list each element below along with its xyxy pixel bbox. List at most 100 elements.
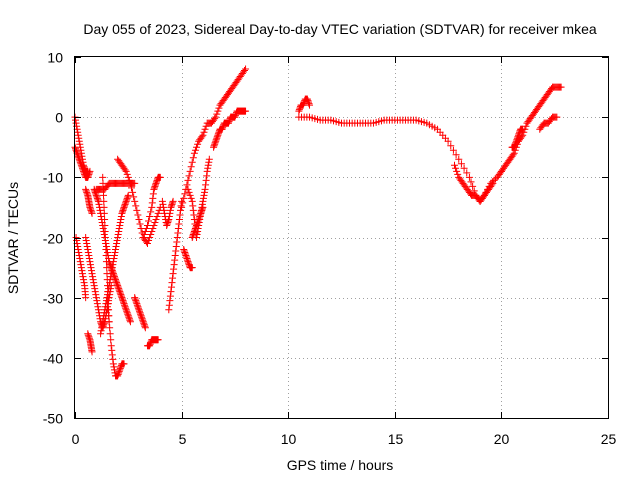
data-point xyxy=(452,151,460,159)
data-point xyxy=(99,322,107,330)
data-point xyxy=(190,229,198,237)
data-point xyxy=(124,193,132,201)
data-point xyxy=(104,252,112,260)
data-point xyxy=(75,137,83,145)
data-point xyxy=(512,137,520,145)
data-point xyxy=(151,218,159,226)
data-point xyxy=(86,258,94,266)
data-point xyxy=(463,169,471,177)
data-point xyxy=(447,142,455,150)
data-point xyxy=(165,301,173,309)
data-point xyxy=(557,83,565,91)
data-point xyxy=(94,306,102,314)
data-point xyxy=(115,286,123,294)
data-point xyxy=(116,366,124,374)
data-point xyxy=(115,369,123,377)
data-point xyxy=(76,140,84,148)
data-point xyxy=(180,194,188,202)
data-point xyxy=(72,145,80,153)
data-point xyxy=(104,288,112,296)
data-point xyxy=(108,351,116,359)
data-point xyxy=(194,140,202,148)
data-point xyxy=(204,161,212,169)
data-point xyxy=(115,227,123,235)
data-point xyxy=(100,191,108,199)
data-point xyxy=(72,234,80,241)
data-point xyxy=(124,173,132,181)
data-point xyxy=(99,315,107,323)
data-point xyxy=(125,313,133,321)
data-point xyxy=(488,178,496,186)
data-point xyxy=(213,133,221,141)
data-point xyxy=(116,221,124,229)
data-point xyxy=(166,209,174,217)
data-point xyxy=(90,282,98,290)
data-point xyxy=(212,137,220,145)
data-point xyxy=(77,264,85,272)
data-point xyxy=(121,202,129,210)
data-point xyxy=(452,164,460,172)
series-arc-q xyxy=(165,197,186,314)
series-arc-x xyxy=(295,113,505,205)
data-point xyxy=(183,255,191,263)
data-point xyxy=(107,342,115,350)
y-tick-label: -50 xyxy=(43,411,63,427)
data-point xyxy=(74,128,82,136)
data-point xyxy=(97,212,105,220)
data-point xyxy=(205,158,213,166)
data-point xyxy=(156,173,164,181)
data-point xyxy=(203,167,211,175)
data-point xyxy=(84,249,92,257)
data-point xyxy=(141,227,149,235)
data-point xyxy=(88,348,96,356)
x-tick-label: 25 xyxy=(601,431,617,447)
data-point xyxy=(295,106,303,114)
data-point xyxy=(109,258,117,266)
data-point xyxy=(213,110,221,118)
data-point xyxy=(450,161,458,169)
data-point xyxy=(94,197,102,205)
data-point xyxy=(171,256,179,264)
data-point xyxy=(109,268,117,276)
y-tick-label: 10 xyxy=(47,50,63,66)
data-point xyxy=(79,273,87,281)
data-point xyxy=(116,289,124,297)
data-point xyxy=(116,364,124,372)
data-point xyxy=(131,197,139,205)
series-arc-r xyxy=(178,65,250,211)
series-arc-ab xyxy=(508,125,527,151)
data-point xyxy=(167,203,175,211)
data-point xyxy=(191,226,199,234)
data-point xyxy=(134,304,142,312)
data-point xyxy=(214,107,222,115)
data-point xyxy=(188,264,196,272)
data-point xyxy=(74,151,82,159)
data-point xyxy=(168,200,176,208)
data-point xyxy=(89,276,97,284)
data-point xyxy=(165,306,173,314)
data-point xyxy=(305,100,313,108)
series-arc-p xyxy=(158,197,177,229)
data-point xyxy=(123,170,131,178)
series-arc-n xyxy=(143,336,162,350)
data-point xyxy=(188,234,196,241)
data-point xyxy=(118,294,126,302)
data-point xyxy=(168,279,176,287)
data-point xyxy=(183,181,191,189)
data-point xyxy=(146,212,154,220)
data-point xyxy=(105,282,113,290)
x-tick-label: 0 xyxy=(72,431,80,447)
data-points xyxy=(71,65,565,380)
data-point xyxy=(116,288,124,296)
data-point xyxy=(132,298,140,306)
data-point xyxy=(110,363,118,371)
data-point xyxy=(553,113,561,121)
y-tick-label: -30 xyxy=(43,291,63,307)
data-point xyxy=(106,324,114,332)
data-point xyxy=(130,193,138,201)
data-point xyxy=(129,188,137,196)
data-point xyxy=(114,283,122,291)
data-point xyxy=(470,187,478,195)
data-point xyxy=(153,212,161,220)
data-point xyxy=(210,143,218,151)
